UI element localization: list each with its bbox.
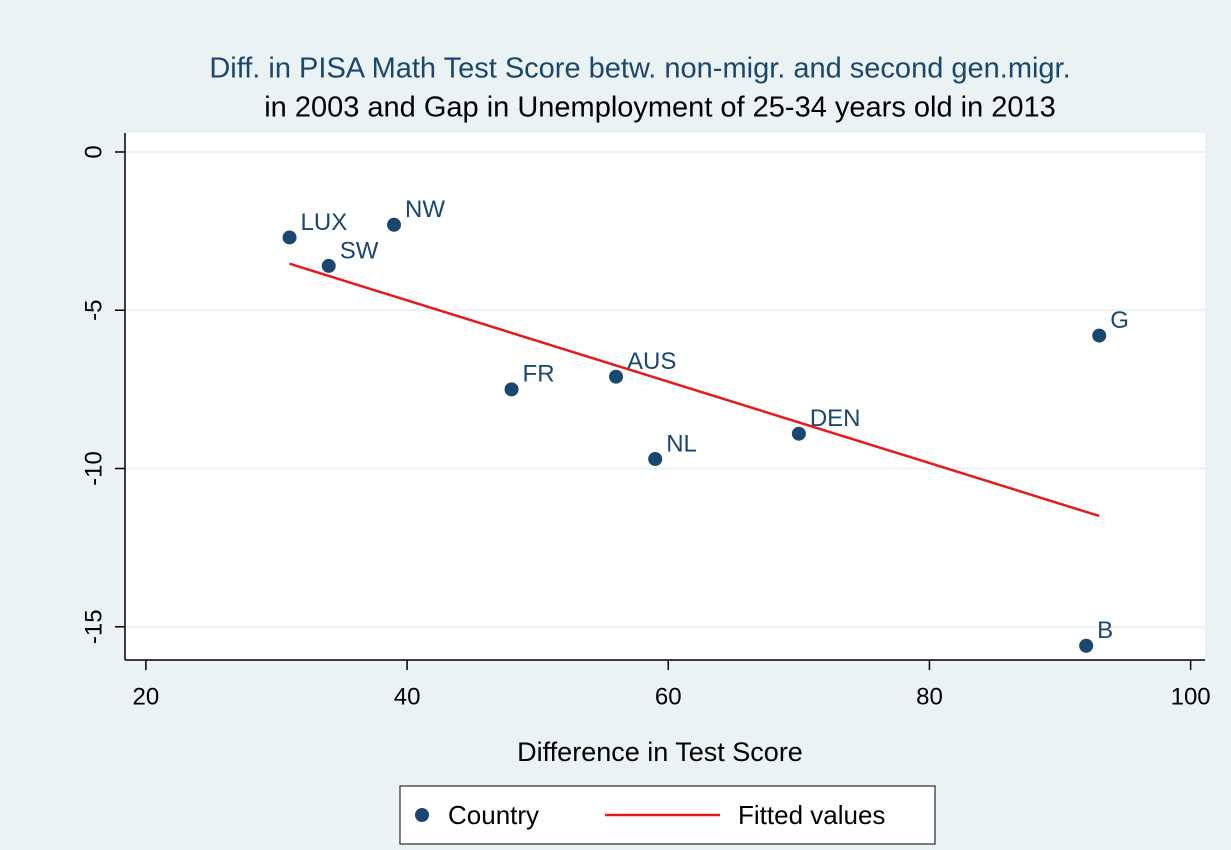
- point-label: LUX: [301, 209, 348, 236]
- y-tick-label: -5: [80, 300, 107, 321]
- x-tick-label: 20: [133, 683, 160, 710]
- point: [321, 258, 336, 273]
- y-tick-label: -15: [80, 609, 107, 644]
- x-tick-label: 100: [1171, 683, 1211, 710]
- y-tick-label: 0: [80, 145, 107, 158]
- point: [504, 382, 519, 397]
- legend-label: Fitted values: [738, 800, 885, 830]
- point-label: G: [1110, 307, 1129, 334]
- point-label: NW: [405, 196, 445, 223]
- legend-label: Country: [448, 800, 539, 830]
- point: [791, 426, 806, 441]
- x-axis-label: Difference in Test Score: [517, 737, 803, 767]
- x-tick-label: 40: [394, 683, 421, 710]
- point: [648, 452, 663, 467]
- point: [1092, 328, 1107, 343]
- point: [1079, 638, 1094, 653]
- point: [387, 217, 402, 232]
- point: [282, 230, 297, 245]
- y-tick-label: -10: [80, 451, 107, 486]
- point-label: FR: [523, 361, 555, 388]
- point-label: SW: [340, 237, 379, 264]
- x-tick-label: 80: [916, 683, 943, 710]
- point-label: NL: [666, 430, 697, 457]
- chart-title: Diff. in PISA Math Test Score betw. non-…: [209, 53, 1070, 85]
- point: [609, 369, 624, 384]
- plot-area: [125, 133, 1205, 660]
- fit-line: [289, 262, 1100, 518]
- x-tick-label: 60: [655, 683, 682, 710]
- point-label: B: [1097, 617, 1113, 644]
- legend-marker: [415, 808, 429, 822]
- chart-title: in 2003 and Gap in Unemployment of 25-34…: [264, 92, 1056, 124]
